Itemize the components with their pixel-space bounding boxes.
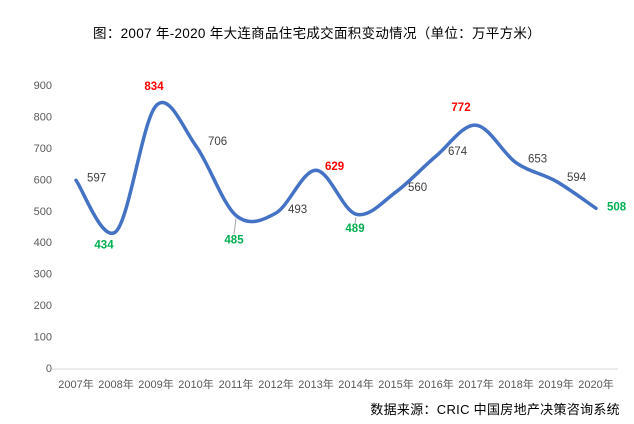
data-label: 594 <box>567 172 587 184</box>
leader-line <box>354 217 357 224</box>
y-axis-tick-label: 800 <box>34 111 52 123</box>
y-axis-tick-label: 600 <box>34 174 52 186</box>
y-axis-tick-label: 0 <box>46 363 52 375</box>
data-label: 674 <box>448 146 468 158</box>
data-label: 508 <box>607 201 627 213</box>
chart-title: 图：2007 年-2020 年大连商品住宅成交面积变动情况（单位：万平方米） <box>93 26 541 41</box>
x-axis-label: 2008年 <box>98 377 133 391</box>
data-label: 629 <box>325 161 344 173</box>
x-axis-label: 2011年 <box>219 377 254 391</box>
y-axis-tick-label: 200 <box>34 300 52 312</box>
data-label: 653 <box>528 154 547 166</box>
data-label: 434 <box>94 240 114 252</box>
y-axis-tick-label: 300 <box>34 269 52 281</box>
x-axis-label: 2013年 <box>298 377 333 391</box>
y-axis-tick-label: 400 <box>34 237 52 249</box>
data-source: 数据来源：CRIC 中国房地产决策咨询系统 <box>370 402 620 417</box>
data-label: 560 <box>408 182 427 194</box>
x-axis-label: 2012年 <box>258 377 293 391</box>
x-axis-label: 2019年 <box>538 377 573 391</box>
y-axis-tick-label: 700 <box>34 143 52 155</box>
data-label: 485 <box>224 235 244 247</box>
data-label: 597 <box>87 172 106 184</box>
x-axis-label: 2016年 <box>418 377 453 391</box>
data-label: 772 <box>451 102 470 114</box>
data-label: 489 <box>345 223 364 235</box>
x-axis-label: 2010年 <box>178 377 213 391</box>
y-axis-tick-label: 100 <box>34 332 52 344</box>
data-label: 493 <box>288 204 307 216</box>
data-label: 834 <box>144 81 164 93</box>
x-axis-label: 2014年 <box>338 377 373 391</box>
data-label: 706 <box>208 136 227 148</box>
x-axis-label: 2018年 <box>498 377 533 391</box>
x-axis-label: 2009年 <box>138 377 173 391</box>
y-axis-tick-label: 900 <box>34 80 52 92</box>
x-axis-label: 2017年 <box>458 377 493 391</box>
y-axis-tick-label: 500 <box>34 206 52 218</box>
x-axis-label: 2020年 <box>578 377 613 391</box>
x-axis-label: 2007年 <box>58 377 93 391</box>
leader-line <box>233 218 237 235</box>
series-line <box>74 101 598 236</box>
x-axis-label: 2015年 <box>378 377 413 391</box>
